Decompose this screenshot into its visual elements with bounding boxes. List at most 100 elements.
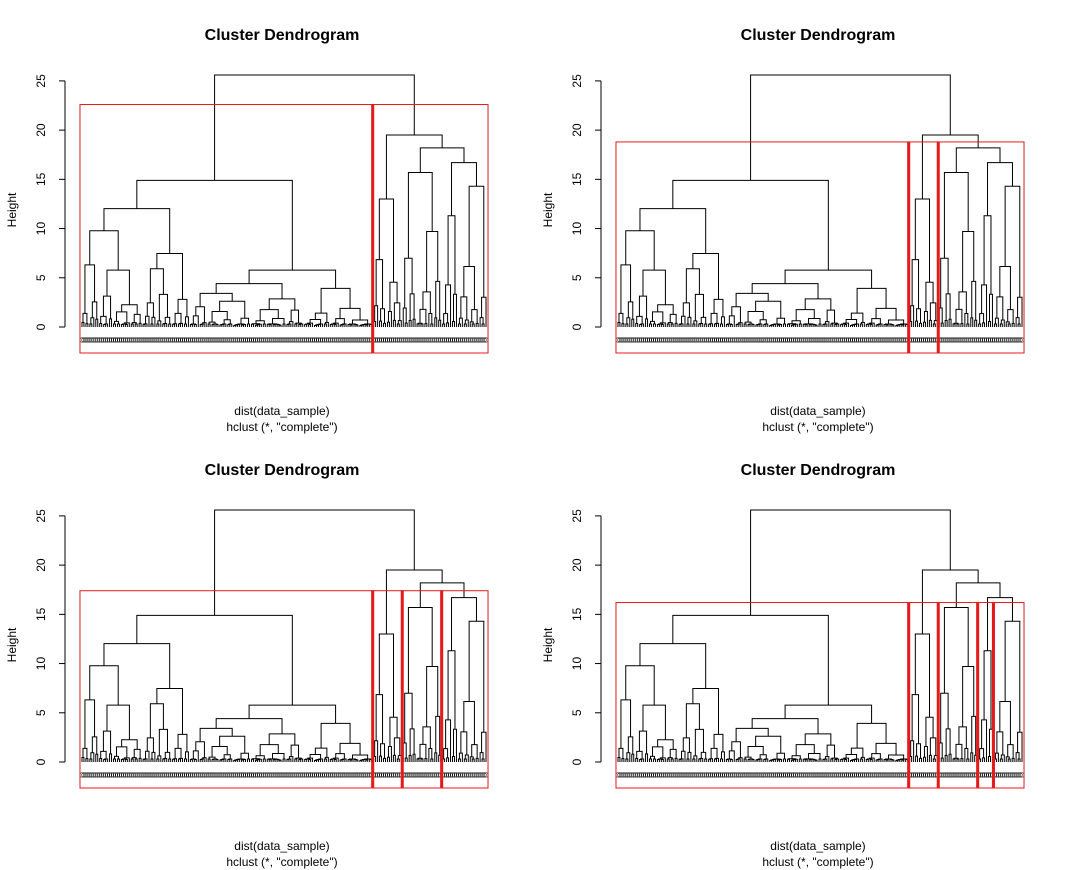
leaf-label-marker	[753, 337, 759, 343]
leaf-label-marker	[690, 337, 696, 343]
dendrogram-branch	[95, 753, 99, 762]
dendrogram-branch	[84, 264, 96, 314]
leaf-label-marker	[763, 337, 769, 343]
y-axis: 0 5 10 15 20 25	[34, 74, 66, 330]
dendrogram-branch	[145, 750, 150, 762]
leaf-label-marker	[745, 772, 751, 778]
leaf-label-marker	[337, 337, 343, 343]
leaf-label-marker	[388, 772, 394, 778]
leaf-label-marker	[422, 772, 428, 778]
dendrogram-branch	[471, 309, 478, 324]
dendrogram-branch	[790, 759, 794, 762]
dendrogram-branch	[729, 759, 733, 762]
leaf-label-marker	[116, 337, 122, 343]
leaf-label-marker	[660, 772, 666, 778]
leaf-label-marker	[984, 772, 990, 778]
leaf-label-marker	[148, 772, 154, 778]
leaf-label-marker	[418, 337, 424, 343]
leaf-label-marker	[1001, 337, 1007, 343]
dendrogram-branch	[919, 322, 922, 327]
leaf-label-marker	[731, 337, 737, 343]
dendrogram-branch	[223, 319, 231, 325]
dendrogram-branch	[124, 324, 128, 327]
leaf-label-marker	[225, 772, 231, 778]
dendrogram-branch	[199, 759, 203, 762]
leaf-label-marker	[879, 772, 885, 778]
leaf-label-marker	[723, 772, 729, 778]
dendrogram-branch	[199, 292, 233, 307]
dendrogram-branch	[814, 324, 818, 327]
leaf-label-marker	[459, 337, 465, 343]
leaf-label-marker	[826, 772, 832, 778]
leaf-label-marker	[353, 772, 359, 778]
dendrogram-branch	[943, 606, 969, 694]
leaf-label-marker	[286, 772, 292, 778]
dendrogram-branch	[793, 323, 798, 327]
leaf-label-marker	[219, 772, 225, 778]
dendrogram-branch	[962, 231, 975, 292]
dendrogram-branch	[719, 758, 723, 762]
dendrogram-branch	[869, 324, 873, 327]
leaf-label-marker	[664, 772, 670, 778]
leaf-label-marker	[970, 337, 976, 343]
leaf-label-marker	[111, 772, 117, 778]
leaf-label-marker	[181, 772, 187, 778]
dendrogram-branch	[383, 757, 386, 762]
dendrogram-branch	[445, 719, 452, 762]
leaf-label-marker	[428, 772, 434, 778]
leaf-label-marker	[656, 772, 662, 778]
leaf-label-marker	[185, 337, 191, 343]
dendrogram-branch	[383, 322, 386, 327]
y-tick-label: 15	[570, 607, 584, 621]
leaf-label-marker	[891, 772, 897, 778]
dendrogram-branch	[333, 324, 337, 327]
dendrogram-branch	[621, 323, 625, 327]
dendrogram-branch	[710, 747, 718, 759]
dendrogram-branch	[928, 319, 932, 327]
leaf-label-marker	[775, 772, 781, 778]
leaf-label-marker	[448, 337, 454, 343]
leaf-label-marker	[213, 337, 219, 343]
leaf-label-marker	[1017, 337, 1023, 343]
dendrogram-branch	[109, 318, 113, 327]
leaf-label-marker	[410, 772, 416, 778]
leaf-label-marker	[1009, 337, 1015, 343]
leaf-label-marker	[457, 772, 463, 778]
leaf-label-marker	[779, 772, 785, 778]
dendrogram-branch	[215, 718, 283, 734]
leaf-label-marker	[840, 772, 846, 778]
leaf-label-marker	[820, 772, 826, 778]
dendrogram-panel-k3: Cluster Dendrogram Height dist(data_samp…	[536, 0, 1071, 435]
dendrogram-branch	[114, 320, 119, 325]
dendrogram-branch	[875, 759, 879, 762]
dendrogram-branch	[983, 215, 992, 295]
leaf-label-marker	[221, 772, 227, 778]
leaf-label-marker	[751, 337, 757, 343]
leaf-label-marker	[158, 337, 164, 343]
dendrogram-branch	[102, 295, 112, 319]
dendrogram-branch	[145, 315, 150, 327]
leaf-label-marker	[942, 337, 948, 343]
dendrogram-branch	[692, 252, 719, 300]
dendrogram-branch	[215, 324, 219, 327]
leaf-label-marker	[733, 337, 739, 343]
leaf-label-marker	[357, 337, 363, 343]
leaf-label-marker	[723, 337, 729, 343]
leaf-label-marker	[314, 772, 320, 778]
dendrogram-branch	[240, 317, 250, 325]
leaf-label-marker	[944, 337, 950, 343]
leaf-label-marker	[698, 337, 704, 343]
dendrogram-branch	[471, 323, 475, 327]
dendrogram-branch	[407, 171, 433, 259]
leaf-label-marker	[361, 772, 367, 778]
dendrogram-branch	[469, 321, 474, 327]
leaf-label-marker	[997, 772, 1003, 778]
dendrogram-branch	[268, 298, 296, 311]
leaf-label-marker	[982, 337, 988, 343]
leaf-label-marker	[455, 772, 461, 778]
leaf-label-marker	[863, 772, 869, 778]
leaf-label-marker	[712, 337, 718, 343]
leaf-label-marker	[341, 772, 347, 778]
dendrogram-branch	[323, 323, 327, 327]
leaf-label-marker	[178, 772, 184, 778]
